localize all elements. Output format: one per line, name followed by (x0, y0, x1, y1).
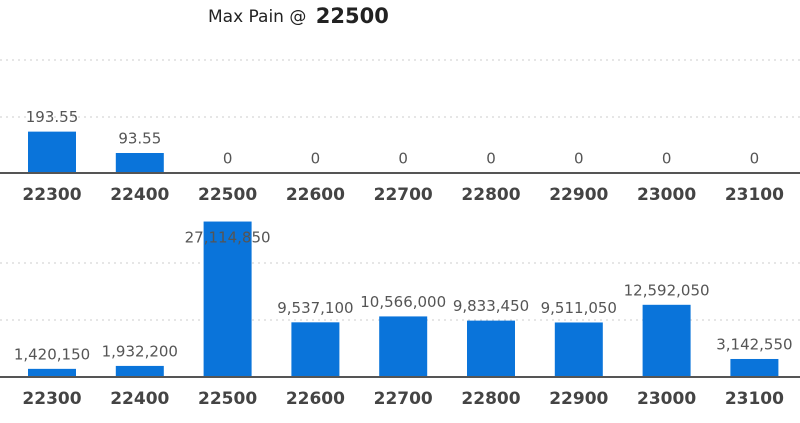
title-text: Max Pain @ (208, 7, 306, 27)
value-label: 12,592,050 (624, 281, 710, 299)
value-label: 0 (311, 150, 321, 168)
value-label: 0 (574, 150, 584, 168)
bar (291, 322, 340, 377)
x-tick-label: 22700 (374, 185, 433, 205)
value-label: 9,511,050 (541, 299, 617, 317)
value-label: 193.55 (26, 108, 79, 126)
x-tick-label: 23000 (637, 389, 696, 409)
x-tick-label: 22900 (549, 389, 608, 409)
bar (554, 322, 603, 377)
value-label: 0 (486, 150, 496, 168)
x-tick-label: 23100 (725, 389, 784, 409)
title-emphasis: 22500 (316, 4, 389, 28)
bar (379, 316, 428, 377)
value-label: 93.55 (118, 130, 161, 148)
value-label: 0 (223, 150, 233, 168)
value-label: 0 (662, 150, 672, 168)
x-tick-label: 22600 (286, 389, 345, 409)
bar (203, 221, 252, 377)
value-label: 27,114,850 (185, 229, 271, 247)
value-label: 3,142,550 (716, 335, 792, 353)
bar (115, 365, 164, 377)
value-label: 1,932,200 (102, 342, 178, 360)
value-label: 0 (398, 150, 408, 168)
x-tick-label: 22400 (110, 185, 169, 205)
bar (730, 358, 779, 377)
bar (642, 304, 691, 377)
x-tick-label: 22500 (198, 389, 257, 409)
x-tick-label: 22400 (110, 389, 169, 409)
x-tick-label: 23100 (725, 185, 784, 205)
value-label: 0 (750, 150, 760, 168)
x-tick-label: 22500 (198, 185, 257, 205)
chart-title: Max Pain @ 22500 (208, 4, 389, 28)
bar (28, 131, 76, 173)
bar (28, 368, 76, 377)
value-label: 1,420,150 (14, 345, 90, 363)
x-tick-label: 22600 (286, 185, 345, 205)
x-tick-label: 22800 (461, 389, 520, 409)
x-tick-label: 22300 (22, 389, 81, 409)
value-label: 9,537,100 (277, 299, 353, 317)
x-tick-label: 22700 (374, 389, 433, 409)
x-tick-label: 22300 (22, 185, 81, 205)
bar (115, 153, 164, 173)
value-label: 10,566,000 (360, 293, 446, 311)
x-tick-label: 22900 (549, 185, 608, 205)
x-tick-label: 23000 (637, 185, 696, 205)
bar (467, 320, 515, 377)
value-label: 9,833,450 (453, 297, 529, 315)
x-tick-label: 22800 (461, 185, 520, 205)
